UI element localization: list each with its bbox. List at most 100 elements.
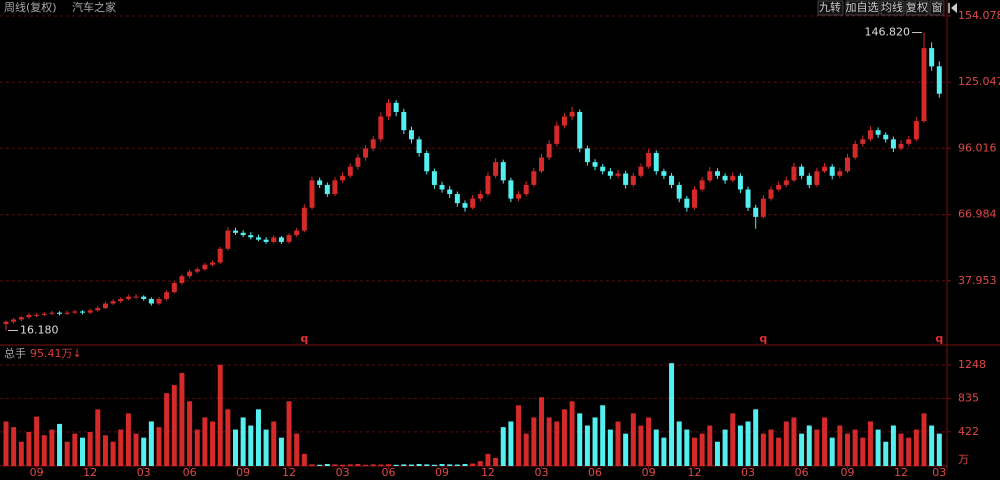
candle-body [898, 143, 904, 149]
volume-bar [11, 427, 17, 466]
volume-bar [447, 464, 453, 466]
min-label: 16.180 [20, 323, 59, 336]
button[interactable] [905, 0, 929, 16]
candle-body [692, 189, 697, 208]
candle-body [87, 310, 93, 313]
candle-body [18, 317, 24, 320]
volume-bar [646, 417, 652, 466]
x-tick-label: 03 [932, 466, 946, 479]
candle-body [102, 303, 108, 309]
volume-bar [592, 417, 598, 466]
candle-body [11, 319, 17, 322]
x-tick-label: 06 [795, 466, 809, 479]
volume-bar [814, 429, 820, 466]
period-title: 周线(复权) [4, 0, 57, 14]
volume-bar [156, 427, 162, 466]
candle-body [753, 207, 759, 217]
volume-bar [791, 417, 797, 466]
volume-bar [768, 429, 774, 466]
volume-bar [722, 429, 728, 466]
volume-bar [355, 463, 361, 466]
volume-bar [248, 425, 254, 466]
button-label[interactable]: 复权 [906, 0, 928, 14]
volume-bar [898, 433, 904, 466]
candle-body [546, 143, 552, 158]
volume-bar [431, 464, 437, 466]
button[interactable] [817, 0, 844, 16]
x-tick-label: 09 [236, 466, 250, 479]
volume-bar [569, 401, 575, 466]
button-label[interactable]: 均线 [881, 0, 903, 14]
candle-body [202, 264, 208, 270]
candle-body [913, 121, 919, 140]
volume-bar [523, 433, 529, 466]
candle-body [607, 171, 613, 176]
volume-bar [332, 464, 338, 466]
candle-body [301, 207, 307, 231]
candle-body [171, 282, 177, 293]
candle-body [447, 189, 453, 195]
volume-bar [340, 464, 346, 466]
candle-body [470, 198, 476, 208]
candle-body [179, 276, 185, 283]
volume-bar [477, 461, 483, 466]
volume-bar [806, 425, 812, 466]
candle-body [355, 157, 361, 167]
candle-body [164, 292, 170, 299]
volume-bar [87, 431, 93, 466]
x-tick-label: 09 [435, 466, 449, 479]
x-tick-label: 03 [535, 466, 549, 479]
volume-bar [233, 429, 238, 466]
candle-body [646, 153, 652, 167]
candle-body [416, 139, 422, 154]
x-tick-label: 03 [336, 466, 350, 479]
candle-body [699, 180, 705, 190]
volume-bar [699, 433, 705, 466]
volume-bar [692, 437, 697, 466]
volume-bar [125, 413, 131, 466]
candle-body [936, 66, 942, 94]
volume-bar [317, 464, 323, 466]
y-tick-label: 125.047 [958, 75, 1000, 88]
max-label: 146.820 [865, 26, 911, 39]
candle-body [883, 134, 889, 140]
candle-body [906, 139, 912, 144]
volume-bar [133, 433, 139, 466]
candle-body [852, 143, 858, 158]
button[interactable] [929, 0, 945, 16]
volume-bar [49, 429, 55, 466]
button[interactable] [845, 0, 880, 16]
candle-body [531, 171, 537, 185]
candle-body [217, 248, 223, 263]
volume-bar [164, 393, 170, 466]
volume-bar [676, 421, 682, 466]
candle-body [240, 232, 246, 236]
volume-bar [638, 425, 644, 466]
candle-body [615, 173, 621, 176]
candle-body [783, 180, 789, 185]
candle-body [822, 166, 828, 172]
volume-bar [424, 464, 430, 466]
button-label[interactable]: 窗 [932, 0, 943, 14]
volume-bar [890, 425, 896, 466]
volume-bar [263, 429, 269, 466]
candle-body [477, 194, 483, 199]
button[interactable] [880, 0, 905, 16]
volume-bar [324, 463, 330, 466]
volume-bar [286, 401, 292, 466]
candle-body [401, 111, 407, 131]
candle-body [676, 184, 682, 199]
candle-body [278, 237, 284, 242]
button-label[interactable]: 九转 [819, 0, 841, 14]
candle-body [386, 102, 391, 117]
volume-bar [714, 441, 720, 466]
button-label[interactable]: 加自选 [846, 1, 879, 14]
x-tick-label: 12 [83, 466, 97, 479]
volume-bar [615, 421, 621, 466]
candle-body [95, 308, 101, 311]
volume-bar [883, 441, 889, 466]
icon-part[interactable] [951, 3, 957, 13]
collapse-icon[interactable] [948, 3, 957, 13]
volume-bar [72, 433, 78, 466]
